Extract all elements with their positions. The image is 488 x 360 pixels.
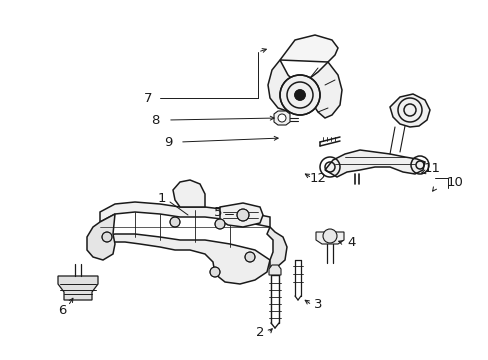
Polygon shape <box>268 265 281 275</box>
Text: 3: 3 <box>313 298 322 311</box>
Polygon shape <box>100 234 269 284</box>
Circle shape <box>323 229 336 243</box>
Polygon shape <box>173 180 204 207</box>
Text: 12: 12 <box>309 171 326 184</box>
Polygon shape <box>267 60 309 112</box>
Text: 7: 7 <box>143 91 152 104</box>
Circle shape <box>278 114 285 122</box>
Circle shape <box>237 209 248 221</box>
Polygon shape <box>305 62 341 118</box>
Polygon shape <box>325 150 424 177</box>
Polygon shape <box>315 232 343 244</box>
Text: 5: 5 <box>213 207 222 220</box>
Circle shape <box>102 232 112 242</box>
Text: 10: 10 <box>446 175 463 189</box>
Circle shape <box>294 90 305 100</box>
Polygon shape <box>87 214 115 260</box>
Text: 11: 11 <box>423 162 440 175</box>
Text: 1: 1 <box>158 192 166 204</box>
Text: 6: 6 <box>58 303 66 316</box>
Text: 4: 4 <box>347 237 355 249</box>
Circle shape <box>244 252 254 262</box>
Circle shape <box>215 219 224 229</box>
Polygon shape <box>58 276 98 300</box>
Circle shape <box>170 217 180 227</box>
Text: 8: 8 <box>150 113 159 126</box>
Circle shape <box>280 75 319 115</box>
Text: 2: 2 <box>255 327 264 339</box>
Polygon shape <box>280 35 337 62</box>
Polygon shape <box>266 227 286 267</box>
Text: 9: 9 <box>163 135 172 148</box>
Polygon shape <box>273 111 289 125</box>
Polygon shape <box>220 203 263 227</box>
Circle shape <box>209 267 220 277</box>
Polygon shape <box>389 94 429 127</box>
Polygon shape <box>100 202 269 227</box>
